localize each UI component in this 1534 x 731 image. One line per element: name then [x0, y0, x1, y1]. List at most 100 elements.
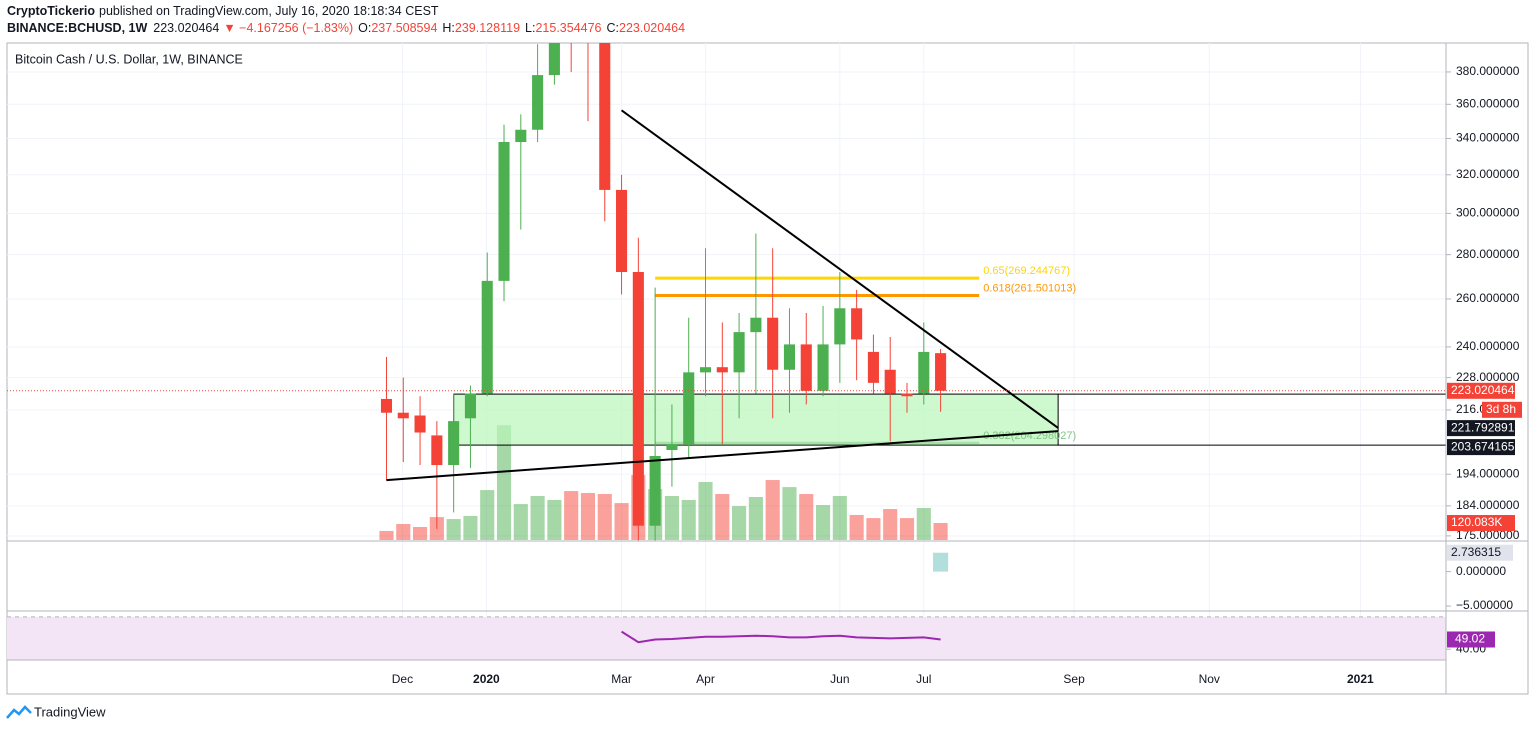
candle-body	[548, 43, 560, 76]
volume-bar	[933, 523, 948, 540]
y-tick-label: 240.000000	[1456, 339, 1520, 353]
volume-bar	[379, 530, 394, 540]
y-tick-label: 300.000000	[1456, 206, 1520, 220]
candle-body	[666, 444, 678, 451]
logo	[6, 705, 32, 719]
ohlc-key: H:	[442, 21, 455, 35]
footer: TradingView	[34, 704, 106, 719]
candle-body	[767, 317, 779, 370]
y-tick-label: 175.000000	[1456, 528, 1520, 542]
chart-title: Bitcoin Cash / U.S. Dollar, 1W, BINANCE	[15, 52, 243, 66]
ohlc-key: C:	[607, 21, 620, 35]
volume-bar	[681, 499, 696, 540]
candle-body	[884, 369, 896, 394]
volume-bar	[413, 526, 428, 540]
last: 223.020464	[153, 21, 219, 35]
x-tick-label: Jun	[830, 672, 849, 686]
candle-body	[716, 367, 728, 373]
x-tick-label: Apr	[696, 672, 715, 686]
rsi-label: 49.02	[1455, 632, 1485, 646]
candle-body	[515, 129, 527, 143]
y-tick-label: 340.000000	[1456, 131, 1520, 145]
ohlc-value: 223.020464	[619, 21, 685, 35]
candle-body	[582, 5, 593, 12]
candle-body	[532, 75, 544, 130]
trend-line	[386, 430, 1059, 482]
author: CryptoTickerio	[7, 4, 95, 18]
zone-low-label-box	[1447, 439, 1515, 456]
y-tick-label: 194.000000	[1456, 466, 1520, 480]
zone-high-label: 221.792891	[1451, 420, 1515, 434]
fib-label: 0.382(204.298027)	[983, 430, 1076, 442]
symbol-line: BINANCE:BCHUSD, 1W 223.020464 ▼ −4.167256 …	[7, 21, 685, 35]
indicator-bar	[933, 552, 949, 572]
ohlc-key: O:	[358, 21, 371, 35]
volume-bar	[715, 494, 730, 540]
volume-bar	[698, 482, 713, 540]
volume-bar	[614, 503, 629, 540]
last-price-label-box	[1447, 382, 1515, 399]
x-tick-label: Sep	[1063, 672, 1085, 686]
zone-low-label: 203.674165	[1451, 439, 1515, 453]
y-tick-label: −5.000000	[1456, 598, 1513, 612]
candle-body	[817, 344, 829, 391]
volume-bar	[799, 494, 814, 540]
fib-label: 0.65(269.244767)	[983, 265, 1070, 277]
volume-bar	[664, 496, 679, 540]
volume-bar	[396, 524, 411, 540]
volume-bar	[513, 504, 528, 540]
volume-bar	[748, 497, 763, 540]
published: published on TradingView.com, July 16, 2…	[99, 4, 439, 18]
countdown-box	[1482, 401, 1522, 418]
volume-bar	[765, 480, 780, 540]
volume-bar	[480, 490, 495, 540]
y-tick-label: 228.000000	[1456, 370, 1520, 384]
volume-bar	[580, 493, 596, 540]
candle-body	[683, 372, 695, 445]
x-tick-label: Jul	[916, 672, 931, 686]
symbol: BINANCE:BCHUSD, 1W	[7, 21, 147, 35]
volume-bar	[782, 487, 797, 540]
candle-body	[750, 317, 762, 333]
volume-bar	[463, 515, 478, 540]
volume-bar	[899, 518, 915, 540]
zone	[453, 393, 1059, 446]
candle-body	[464, 393, 476, 419]
candle-body	[733, 332, 745, 373]
candle-body	[918, 351, 930, 394]
candle-body	[834, 308, 846, 345]
indicator-label: 2.736315	[1451, 545, 1501, 559]
volume-bar	[815, 505, 831, 540]
x-tick-label: Dec	[392, 672, 413, 686]
volume-bar	[530, 496, 545, 540]
volume-bar	[446, 519, 461, 540]
x-tick-label: Mar	[611, 672, 632, 686]
x-tick-label: 2021	[1347, 672, 1374, 686]
volume-bar	[597, 494, 612, 540]
volume-bar	[564, 491, 579, 540]
volume-bar	[547, 499, 562, 540]
candle-body	[616, 189, 628, 273]
change: ▼ −4.167256 (−1.83%)	[223, 21, 353, 35]
volume-label: 120.083K	[1451, 515, 1502, 529]
volume-bar	[832, 496, 847, 540]
candle-body	[431, 435, 443, 466]
rsi-label-box	[1447, 631, 1495, 648]
zone-high-label-box	[1447, 420, 1515, 437]
rsi-band	[7, 616, 1446, 660]
candle-body	[481, 280, 493, 394]
candle-body	[935, 353, 947, 391]
ohlc-value: 239.128119	[455, 21, 520, 35]
y-tick-label: 260.000000	[1456, 291, 1520, 305]
x-tick-label: 2020	[473, 672, 500, 686]
y-tick-label: 380.000000	[1456, 64, 1520, 78]
candle-body	[566, 0, 577, 5]
trend-line	[620, 109, 1059, 429]
ohlc-value: 237.508594	[371, 21, 437, 35]
candle-body	[851, 308, 863, 340]
candle-body	[599, 43, 611, 190]
candle-body	[632, 272, 644, 526]
header-line: CryptoTickerio published on TradingView.c…	[7, 4, 439, 18]
candle-body	[649, 455, 661, 526]
